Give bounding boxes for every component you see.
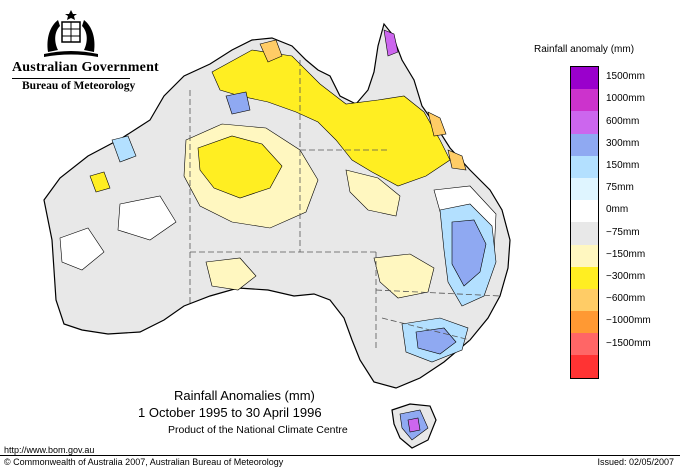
legend-swatch: [571, 67, 598, 90]
legend-label: −75mm: [606, 226, 640, 238]
legend-swatch: [571, 311, 598, 334]
neutral-zone-2: [59, 227, 105, 271]
website-link[interactable]: http://www.bom.gov.au: [4, 445, 95, 455]
deficit-spot-west: [89, 171, 111, 193]
map-period: 1 October 1995 to 30 April 1996: [138, 405, 322, 420]
surplus-spot-north: [225, 91, 251, 115]
legend-swatch: [571, 266, 598, 289]
deficit-spot-orange-2: [427, 111, 447, 137]
legend-swatch: [571, 222, 598, 245]
header-divider: [12, 78, 130, 79]
footer-divider: [0, 455, 680, 456]
legend-swatch: [571, 111, 598, 134]
legend-swatch: [571, 89, 598, 112]
legend-label: 150mm: [606, 159, 640, 171]
coat-of-arms-icon: [44, 10, 98, 57]
bureau-title: Bureau of Meteorology: [22, 80, 136, 92]
legend-label: −150mm: [606, 248, 646, 260]
neutral-zone-1: [117, 195, 177, 241]
legend-label: 75mm: [606, 182, 634, 194]
legend-swatch: [571, 333, 598, 356]
legend-label: −300mm: [606, 270, 646, 282]
state-borders: [189, 60, 501, 350]
legend-label: 1500mm: [606, 71, 645, 83]
map-title: Rainfall Anomalies (mm): [174, 388, 315, 403]
legend-label: −1000mm: [606, 315, 651, 327]
deficit-zone-north: [211, 49, 451, 187]
surplus-zone-southeast-core: [415, 327, 457, 355]
legend-label: −1500mm: [606, 337, 651, 349]
issued-date: Issued: 02/05/2007: [597, 457, 674, 467]
surplus-zone-east-core: [451, 219, 487, 287]
legend-label: 600mm: [606, 115, 640, 127]
copyright-text: © Commonwealth of Australia 2007, Austra…: [4, 457, 284, 467]
legend-label: 1000mm: [606, 93, 645, 105]
surplus-spot-cape-york: [383, 29, 399, 57]
surplus-spot-tasmania: [407, 417, 421, 433]
legend-swatch: [571, 177, 598, 201]
deficit-zone-central-core: [197, 135, 283, 199]
legend-swatch: [571, 200, 598, 223]
legend-swatch: [571, 355, 598, 378]
legend-label: 300mm: [606, 137, 640, 149]
legend-colorbar: [570, 66, 599, 379]
legend-swatch: [571, 155, 598, 178]
deficit-spot-orange-3: [447, 149, 467, 171]
surplus-spot-west: [111, 135, 137, 163]
legend-swatch: [571, 288, 598, 312]
legend-swatch: [571, 244, 598, 267]
deficit-spot-orange-1: [259, 39, 283, 63]
government-title: Australian Government: [12, 60, 159, 75]
deficit-zone-southwest: [205, 257, 257, 291]
legend-label: −600mm: [606, 293, 646, 305]
deficit-zone-south: [373, 253, 435, 299]
map-product: Product of the National Climate Centre: [168, 424, 348, 436]
legend-swatch: [571, 133, 598, 156]
deficit-zone-northeast: [345, 169, 401, 217]
legend-label: 0mm: [606, 204, 629, 216]
legend-title: Rainfall anomaly (mm): [534, 44, 635, 55]
